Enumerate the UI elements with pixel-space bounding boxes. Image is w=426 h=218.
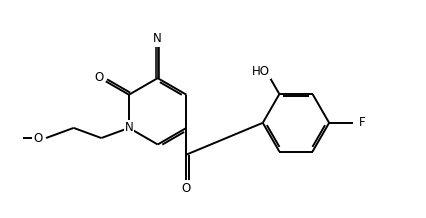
Text: HO: HO: [252, 65, 270, 78]
Text: O: O: [94, 71, 103, 84]
Text: F: F: [359, 116, 366, 129]
Text: N: N: [153, 32, 162, 45]
Text: N: N: [124, 121, 133, 134]
Text: O: O: [33, 131, 42, 145]
Text: O: O: [182, 182, 191, 195]
